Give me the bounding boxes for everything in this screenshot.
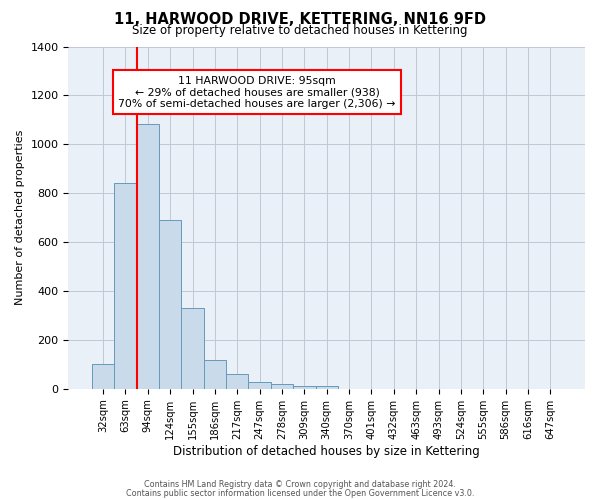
Y-axis label: Number of detached properties: Number of detached properties: [15, 130, 25, 306]
Bar: [271, 384, 293, 389]
Bar: [316, 386, 338, 389]
Bar: [204, 360, 226, 389]
X-axis label: Distribution of detached houses by size in Kettering: Distribution of detached houses by size …: [173, 444, 480, 458]
Text: Contains public sector information licensed under the Open Government Licence v3: Contains public sector information licen…: [126, 488, 474, 498]
Bar: [248, 382, 271, 389]
Text: 11 HARWOOD DRIVE: 95sqm
← 29% of detached houses are smaller (938)
70% of semi-d: 11 HARWOOD DRIVE: 95sqm ← 29% of detache…: [118, 76, 395, 109]
Bar: [159, 220, 181, 389]
Bar: [92, 364, 114, 389]
Text: Size of property relative to detached houses in Kettering: Size of property relative to detached ho…: [132, 24, 468, 37]
Bar: [181, 308, 204, 389]
Bar: [293, 386, 316, 389]
Bar: [137, 124, 159, 389]
Bar: [226, 374, 248, 389]
Bar: [114, 184, 137, 389]
Text: Contains HM Land Registry data © Crown copyright and database right 2024.: Contains HM Land Registry data © Crown c…: [144, 480, 456, 489]
Text: 11, HARWOOD DRIVE, KETTERING, NN16 9FD: 11, HARWOOD DRIVE, KETTERING, NN16 9FD: [114, 12, 486, 26]
